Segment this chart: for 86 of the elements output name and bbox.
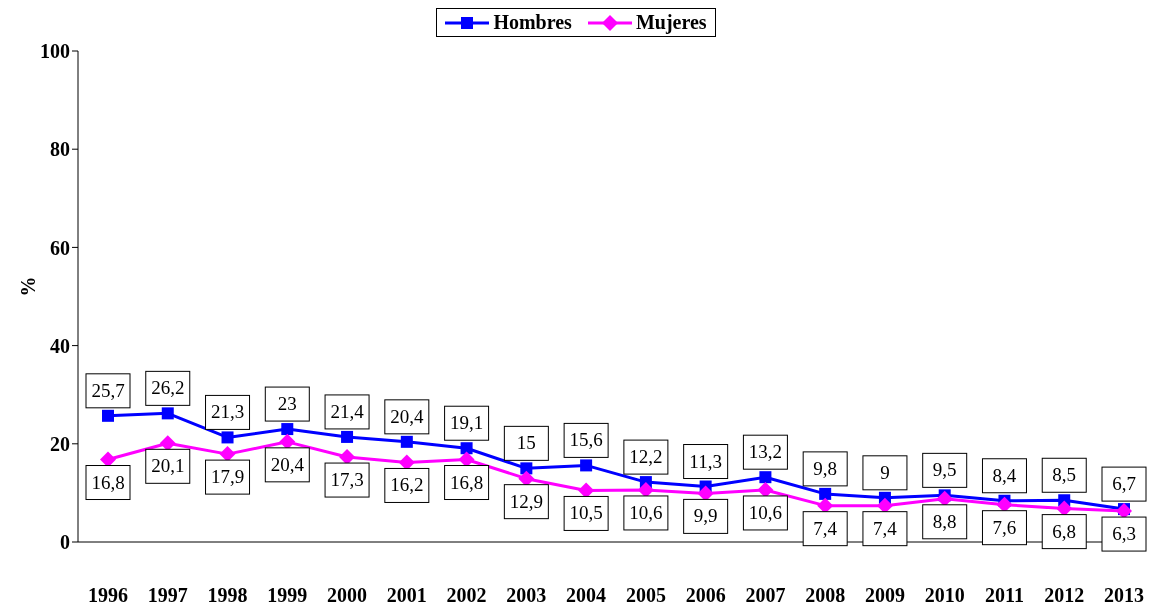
point: [757, 481, 774, 498]
legend-label: Mujeres: [635, 11, 707, 34]
data-label: 25,7: [91, 379, 125, 401]
data-label: 15,6: [569, 429, 603, 451]
data-label: 12,2: [629, 446, 663, 468]
x-tick-label: 1996: [88, 584, 128, 607]
data-label: 21,3: [210, 401, 245, 423]
point: [876, 497, 893, 514]
point: [460, 442, 473, 455]
x-tick-label: 2002: [446, 584, 487, 607]
data-label: 19,1: [449, 412, 484, 434]
x-tick-label: 2011: [985, 584, 1024, 607]
x-tick-label: 2006: [685, 584, 726, 607]
point: [279, 433, 296, 450]
data-label: 9,9: [693, 505, 718, 527]
x-tick-label: 2005: [625, 584, 666, 607]
data-label: 6,3: [1112, 523, 1136, 545]
y-tick-label: 100: [40, 40, 70, 63]
data-label: 6,7: [1112, 473, 1136, 495]
y-tick-label: 80: [50, 138, 70, 161]
x-tick-label: 2007: [745, 584, 786, 607]
data-label: 7,4: [813, 517, 838, 539]
data-label: 15: [516, 432, 536, 454]
x-tick-label: 2000: [327, 584, 368, 607]
x-tick-label: 1998: [207, 584, 248, 607]
x-tick-label: 2001: [386, 584, 427, 607]
y-tick-label: 60: [50, 236, 70, 259]
data-label: 8,8: [932, 510, 957, 532]
data-label: 26,2: [151, 377, 185, 399]
data-label: 20,4: [390, 405, 424, 427]
data-label: 17,9: [210, 466, 245, 488]
point: [697, 485, 714, 502]
data-label: 7,6: [992, 516, 1017, 538]
data-label: 20,4: [270, 453, 305, 475]
x-tick-label: 2008: [805, 584, 846, 607]
data-label: 23: [277, 393, 297, 415]
y-axis-title: %: [17, 276, 40, 297]
data-label: 20,1: [151, 455, 185, 477]
point: [161, 407, 174, 420]
point: [159, 435, 176, 452]
point: [102, 409, 114, 422]
data-label: 13,2: [748, 441, 783, 463]
data-label: 6,8: [1052, 520, 1077, 542]
x-tick-label: 2010: [924, 584, 965, 607]
point: [817, 497, 834, 514]
data-label: 10,5: [569, 502, 603, 524]
point: [637, 481, 654, 498]
point: [520, 462, 533, 475]
point: [578, 482, 595, 499]
point: [221, 431, 234, 444]
data-label: 17,3: [330, 469, 364, 491]
point: [580, 459, 593, 472]
x-tick-label: 2003: [506, 584, 547, 607]
x-tick-label: 1999: [267, 584, 308, 607]
data-label: 16,8: [449, 471, 484, 493]
data-label: 16,2: [390, 474, 424, 496]
point: [819, 487, 832, 500]
data-label: 11,3: [689, 450, 722, 472]
data-label: 21,4: [330, 400, 365, 422]
point: [1056, 500, 1073, 517]
data-label: 16,8: [91, 471, 125, 493]
point: [518, 470, 535, 487]
point: [400, 435, 413, 448]
data-label: 10,6: [629, 501, 663, 523]
data-label: 12,9: [509, 490, 543, 512]
x-tick-label: 2004: [566, 584, 607, 607]
y-tick-label: 40: [50, 334, 70, 357]
data-label: 8,5: [1052, 464, 1077, 486]
legend-label: Hombres: [493, 11, 572, 34]
data-label: 10,6: [748, 501, 783, 523]
point: [341, 430, 354, 443]
data-label: 7,4: [873, 517, 898, 539]
data-label: 9,8: [813, 457, 838, 479]
y-tick-label: 0: [60, 531, 70, 554]
x-tick-label: 2009: [864, 584, 905, 607]
data-label: 8,4: [992, 464, 1017, 486]
point: [759, 471, 772, 484]
x-tick-label: 2013: [1104, 584, 1144, 607]
data-label: 9,5: [932, 459, 957, 481]
data-label: 9: [880, 461, 890, 483]
point: [281, 423, 294, 436]
point: [936, 490, 953, 507]
x-tick-label: 2012: [1044, 584, 1085, 607]
x-tick-label: 1997: [147, 584, 188, 607]
point: [996, 496, 1013, 513]
y-tick-label: 20: [50, 432, 70, 455]
